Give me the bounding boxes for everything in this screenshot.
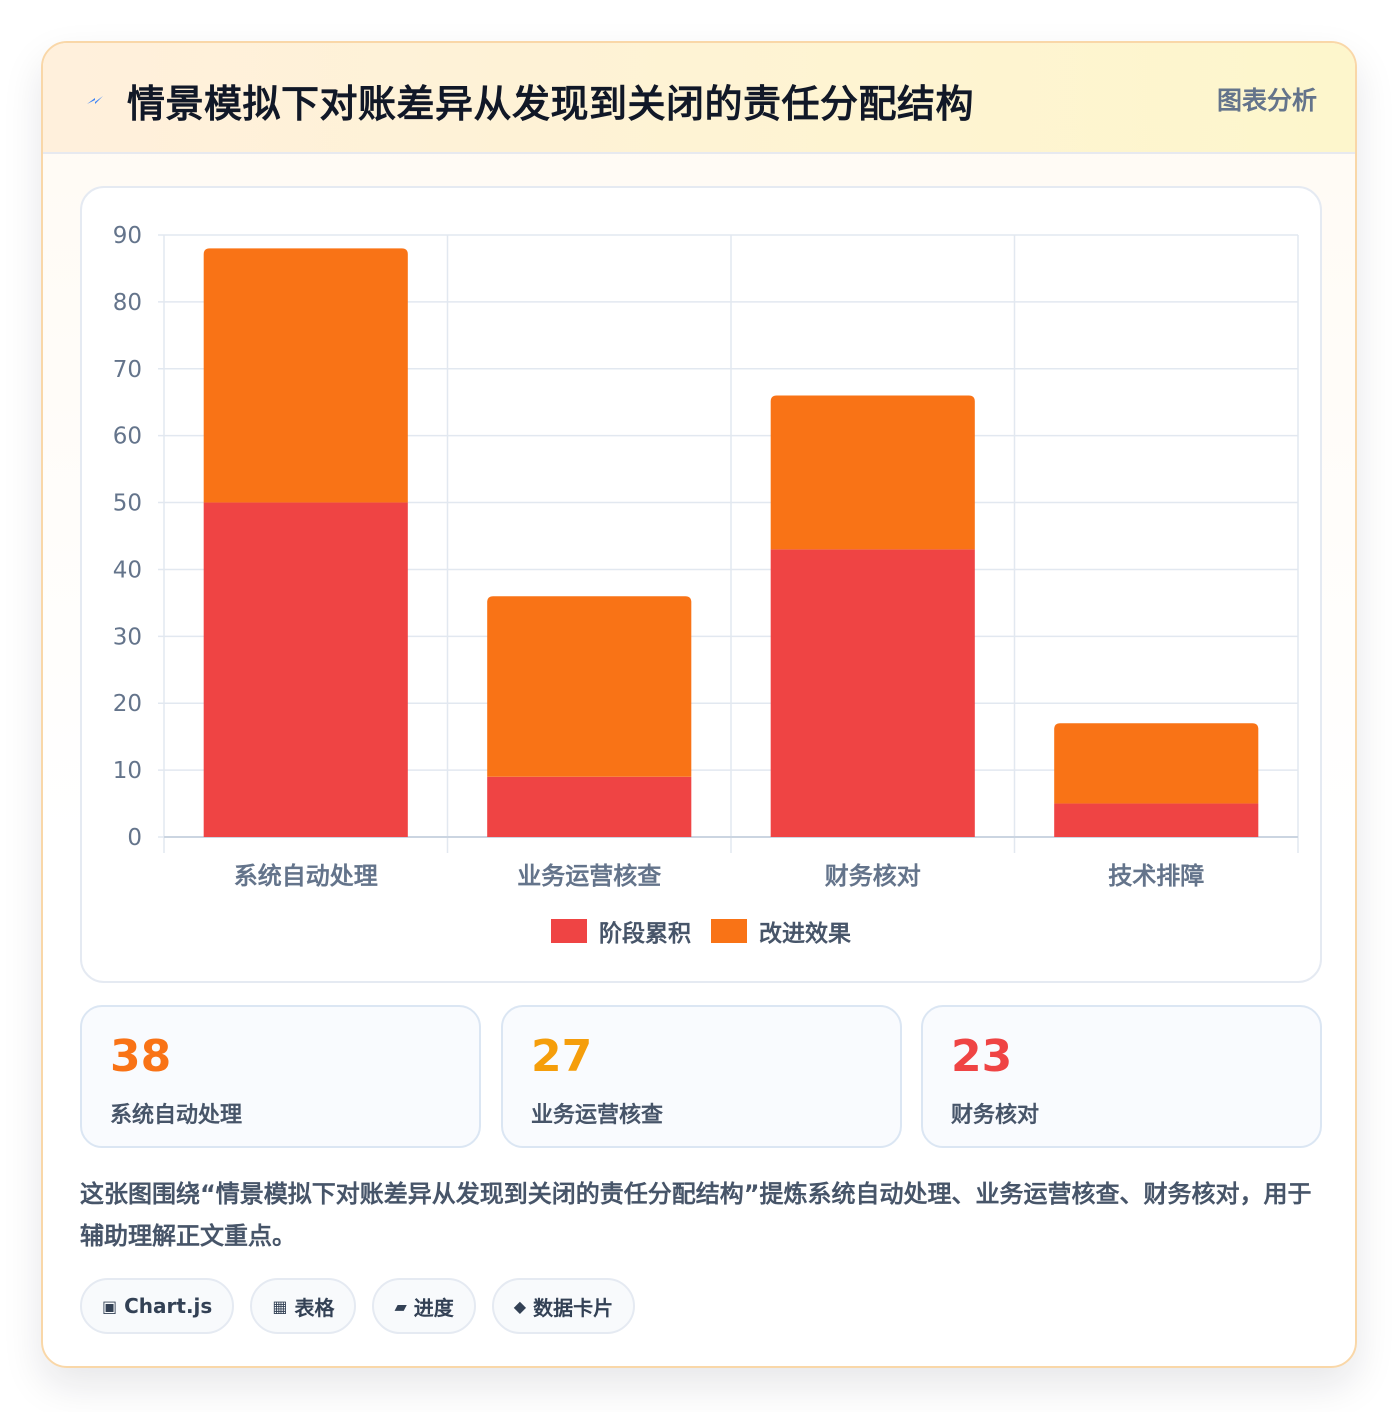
y-tick-label: 90 [113,223,142,249]
stat-value: 23 [951,1031,1013,1082]
y-tick-label: 50 [113,491,142,517]
page-title: 情景模拟下对账差异从发现到关闭的责任分配结构 [127,82,975,126]
legend-item[interactable]: 阶段累积 [551,914,691,948]
y-tick-label: 30 [113,624,142,650]
bar-segment [487,776,692,837]
stat-label: 系统自动处理 [110,1103,243,1128]
bar-segment [770,549,975,837]
chip-label: 表格 [294,1295,335,1320]
legend-item[interactable]: 改进效果 [711,914,851,948]
y-tick-label: 80 [113,290,142,316]
stat-card-3: 23 财务核对 [921,1005,1322,1148]
chart-panel: 0 10 20 30 40 50 60 70 80 90 系统自动处理 业务运营核查 财务核对 技术排障 … [80,186,1322,983]
chart-legend: 阶段累积 改进效果 [82,914,1320,948]
y-tick-label: 40 [113,557,142,583]
chart-card: 情景模拟下对账差异从发现到关闭的责任分配结构 图表分析 0 10 20 30 40 50 6… [41,41,1357,1368]
chip-chartjs[interactable]: ▣ Chart.js [80,1278,235,1334]
chip-data-card[interactable]: ◆ 数据卡片 [491,1278,636,1334]
bar-segment [203,502,408,837]
chip-progress[interactable]: ▰ 进度 [372,1278,476,1334]
bar-segment [1054,803,1259,837]
legend-label: 改进效果 [759,921,851,947]
legend-swatch [551,919,587,943]
x-tick-label: 系统自动处理 [234,862,378,890]
tech-chips: ▣ Chart.js ▦ 表格 ▰ 进度 ◆ 数据卡片 [80,1278,636,1334]
legend-label: 阶段累积 [599,921,691,947]
stat-card-2: 27 业务运营核查 [501,1005,902,1148]
bar-segment [1054,723,1259,804]
lightning-icon [87,96,103,104]
stat-label: 业务运营核查 [531,1103,664,1128]
stat-label: 财务核对 [951,1103,1040,1128]
y-tick-label: 0 [127,825,142,851]
chip-label: Chart.js [124,1294,213,1318]
y-tick-label: 70 [113,357,142,383]
stat-value: 38 [110,1031,172,1082]
x-tick-label: 财务核对 [825,862,921,890]
bar-segment [770,395,975,550]
y-tick-label: 60 [113,424,142,450]
bar-segment [203,248,408,503]
chart-icon: ▣ [102,1296,118,1316]
progress-icon: ▰ [394,1296,407,1316]
chart-description: 这张图围绕“情景模拟下对账差异从发现到关闭的责任分配结构”提炼系统自动处理、业务… [80,1180,1312,1250]
card-header: 情景模拟下对账差异从发现到关闭的责任分配结构 图表分析 [43,43,1355,154]
stat-value: 27 [531,1031,593,1082]
y-tick-label: 10 [113,758,142,784]
chip-label: 数据卡片 [533,1295,614,1320]
table-icon: ▦ [272,1296,288,1316]
chart-analysis-tag: 图表分析 [1216,86,1317,115]
stacked-bar-chart: 0 10 20 30 40 50 60 70 80 90 系统自动处理 业务运营核查 财务核对 技术排障 [113,223,1299,890]
bar-segment [487,596,692,777]
stat-card-1: 38 系统自动处理 [80,1005,481,1148]
x-tick-label: 技术排障 [1108,862,1204,890]
chip-table[interactable]: ▦ 表格 [250,1278,357,1334]
x-tick-label: 业务运营核查 [517,862,661,890]
legend-swatch [711,919,747,943]
y-tick-label: 20 [113,691,142,717]
diamond-icon: ◆ [513,1296,527,1316]
chip-label: 进度 [413,1295,454,1320]
